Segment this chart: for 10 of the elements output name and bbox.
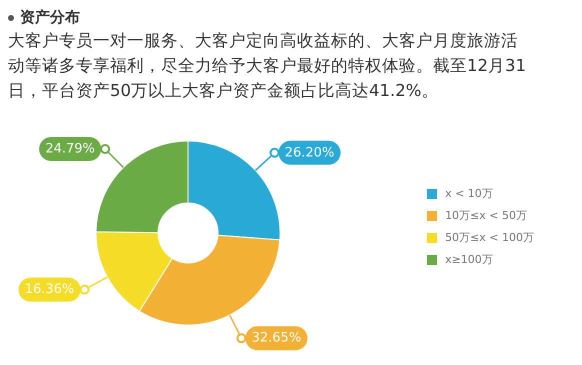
data-label: 24.79% [45,142,95,157]
legend-label: 50万≤x < 100万 [445,230,534,246]
data-label: 16.36% [24,282,74,298]
legend-label: 10万≤x < 50万 [445,208,527,224]
legend-label: x < 10万 [445,186,493,202]
data-label: 32.65% [252,330,302,346]
data-label: 26.20% [284,145,334,160]
chart-title: 资产分布 [20,8,80,27]
chart-subtitle: 大客户专员一对一服务、大客户定向高收益标的、大客户月度旅游活动等诸多专享福利，尽全力给予大客户最好的特权体验。截至12月31日，平台资产50万以上大客户资产金额占比高达41.2%。 [8,30,527,102]
legend-label: x≥100万 [445,252,493,268]
